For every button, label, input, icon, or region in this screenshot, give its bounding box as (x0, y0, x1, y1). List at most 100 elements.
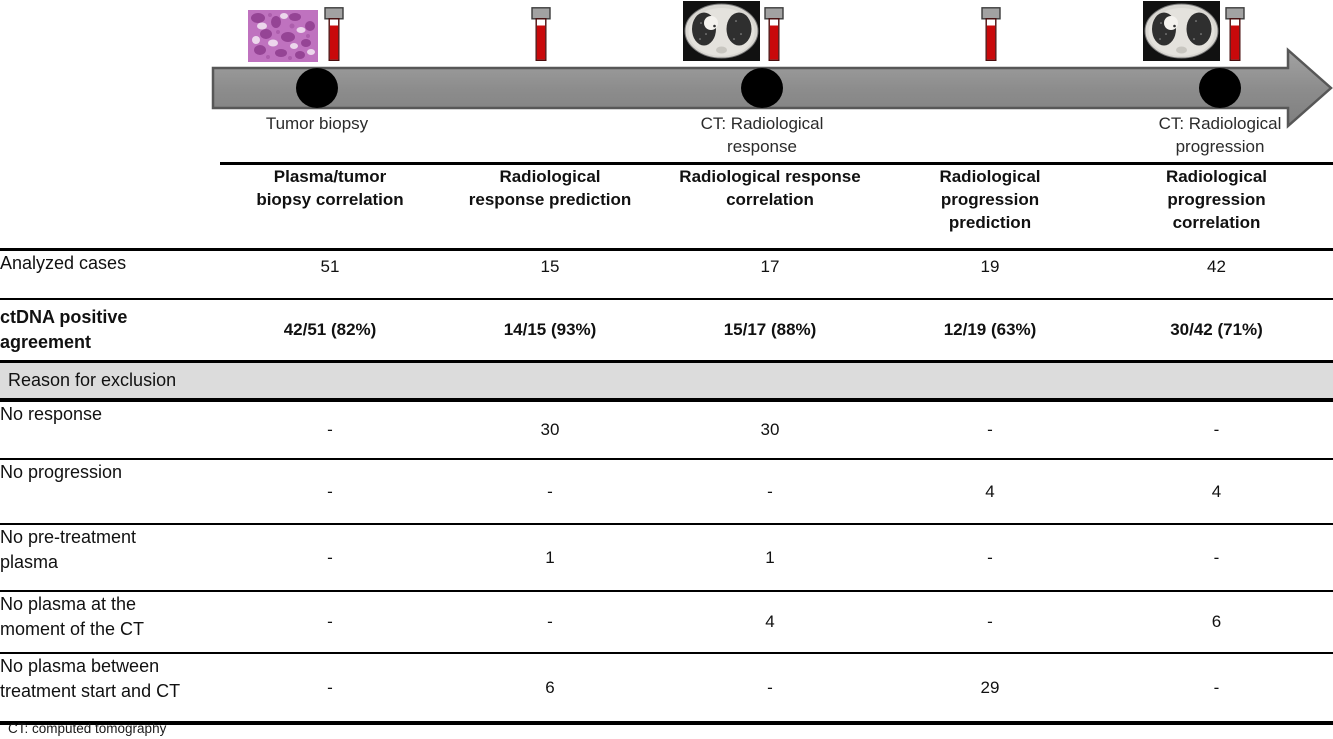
header-line: Radiological (499, 167, 601, 186)
blood-tube-icon (981, 7, 1001, 67)
row-label-line: agreement (0, 332, 92, 352)
cell-value: - (220, 523, 440, 591)
blood-tube-icon (764, 7, 784, 67)
row-label: ctDNA positive agreement (0, 298, 220, 362)
cell-value: 14/15 (93%) (440, 298, 660, 362)
row-reason-for-exclusion: Reason for exclusion (0, 360, 1333, 400)
cell-value: 1 (440, 523, 660, 591)
blood-tube-icon (324, 7, 344, 67)
footnote: CT: computed tomography (8, 721, 167, 736)
cell-value: 6 (440, 652, 660, 725)
row-label-line: No plasma at the (0, 594, 137, 614)
cell-value: - (880, 523, 1100, 591)
cell-value: 15/17 (88%) (660, 298, 880, 362)
cell-value: - (440, 458, 660, 524)
column-header-response-prediction: Radiological response prediction (440, 162, 660, 250)
cell-value: 6 (1100, 590, 1333, 653)
cell-value: - (660, 652, 880, 725)
cell-value: 17 (660, 248, 880, 299)
row-label-line: moment of the CT (0, 619, 145, 639)
column-header-plasma-biopsy: Plasma/tumor biopsy correlation (220, 162, 440, 250)
tumor-biopsy-histology-icon (248, 10, 318, 67)
blood-tube-icon (1225, 7, 1245, 67)
column-header-progression-prediction: Radiological progression prediction (880, 162, 1100, 250)
timeline-label-biopsy: Tumor biopsy (217, 112, 417, 135)
cell-value: 42/51 (82%) (220, 298, 440, 362)
header-line: progression (1167, 190, 1266, 209)
row-no-progression: No progression - - - 4 4 (0, 458, 1333, 524)
row-label-line: plasma (0, 552, 59, 572)
row-no-pretreatment-plasma: No pre-treatment plasma - 1 1 - - (0, 523, 1333, 591)
column-header-row: Plasma/tumor biopsy correlation Radiolog… (0, 162, 1333, 250)
row-no-plasma-at-ct: No plasma at the moment of the CT - - 4 … (0, 590, 1333, 653)
timeline-dot-biopsy (296, 68, 338, 108)
row-label-line: Analyzed cases (0, 253, 127, 273)
cell-value: - (220, 590, 440, 653)
cell-value: 19 (880, 248, 1100, 299)
timeline-label-line: response (727, 137, 797, 156)
row-label: No progression (0, 458, 220, 524)
cell-value: - (220, 398, 440, 459)
cell-value: 15 (440, 248, 660, 299)
timeline-dot-response (741, 68, 783, 108)
cell-value: 4 (1100, 458, 1333, 524)
ct-scan-progression-icon (1143, 1, 1220, 66)
results-table: Plasma/tumor biopsy correlation Radiolog… (0, 162, 1333, 725)
corner-cell (0, 164, 220, 250)
column-header-progression-correlation: Radiological progression correlation (1100, 162, 1333, 250)
cell-value: 30 (660, 398, 880, 459)
timeline-dot-progression (1199, 68, 1241, 108)
row-label: No plasma at the moment of the CT (0, 590, 220, 653)
timeline-label-progression: CT: Radiological progression (1118, 112, 1322, 158)
row-label-line: treatment start and CT (0, 681, 181, 701)
row-label-line: No progression (0, 462, 123, 482)
row-label: No pre-treatment plasma (0, 523, 220, 591)
row-ctdna-positive-agreement: ctDNA positive agreement 42/51 (82%) 14/… (0, 298, 1333, 362)
ct-scan-response-icon (683, 1, 760, 66)
header-line: progression (940, 190, 1040, 209)
cell-value: - (1100, 523, 1333, 591)
row-analyzed-cases: Analyzed cases 51 15 17 19 42 (0, 248, 1333, 299)
row-no-plasma-between: No plasma between treatment start and CT… (0, 652, 1333, 725)
header-line: correlation (726, 190, 814, 209)
header-line: biopsy correlation (256, 190, 404, 209)
row-label-line: No pre-treatment (0, 527, 137, 547)
column-header-response-correlation: Radiological response correlation (660, 162, 880, 250)
header-line: prediction (948, 213, 1032, 232)
cell-value: 29 (880, 652, 1100, 725)
cell-value: - (880, 590, 1100, 653)
row-label-line: ctDNA positive (0, 307, 128, 327)
timeline-label-line: Tumor biopsy (265, 114, 369, 133)
row-label-line: No plasma between (0, 656, 160, 676)
cell-value: - (440, 590, 660, 653)
cell-value: - (220, 458, 440, 524)
header-line: Radiological response (679, 167, 861, 186)
row-label-line: No response (0, 404, 103, 424)
timeline-label-line: progression (1175, 137, 1265, 156)
cell-value: 30 (440, 398, 660, 459)
row-label: No response (0, 398, 220, 459)
cell-value: - (1100, 398, 1333, 459)
header-line: correlation (1172, 213, 1261, 232)
row-label: No plasma between treatment start and CT (0, 652, 220, 725)
cell-value: - (220, 652, 440, 725)
cell-value: 4 (880, 458, 1100, 524)
cell-value: - (880, 398, 1100, 459)
header-line: Radiological (939, 167, 1041, 186)
row-no-response: No response - 30 30 - - (0, 398, 1333, 459)
cell-value: - (1100, 652, 1333, 725)
header-line: Radiological (1165, 167, 1268, 186)
cell-value: 51 (220, 248, 440, 299)
timeline-label-line: CT: Radiological (700, 114, 824, 133)
header-line: Plasma/tumor (273, 167, 387, 186)
timeline-label-response: CT: Radiological response (660, 112, 864, 158)
blood-tube-icon (531, 7, 551, 67)
cell-value: 42 (1100, 248, 1333, 299)
cell-value: 1 (660, 523, 880, 591)
header-line: response prediction (468, 190, 632, 209)
cell-value: 4 (660, 590, 880, 653)
cell-value: - (660, 458, 880, 524)
section-header: Reason for exclusion (0, 360, 1333, 400)
timeline-label-line: CT: Radiological (1158, 114, 1282, 133)
